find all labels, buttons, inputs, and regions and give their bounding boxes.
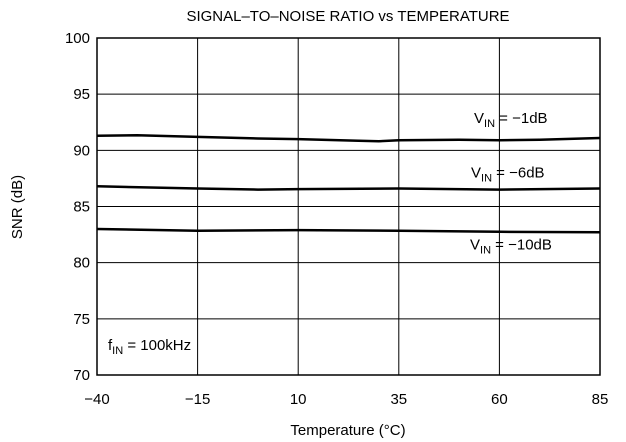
y-tick-label: 95 bbox=[73, 86, 90, 103]
x-tick-label: 35 bbox=[390, 391, 407, 408]
y-tick-label: 90 bbox=[73, 142, 90, 159]
y-tick-label: 70 bbox=[73, 367, 90, 384]
y-tick-label: 100 bbox=[65, 30, 90, 47]
y-tick-label: 85 bbox=[73, 199, 90, 216]
x-tick-label: 60 bbox=[491, 391, 508, 408]
series-label: VIN = −1dB bbox=[474, 110, 548, 130]
x-tick-label: −15 bbox=[185, 391, 210, 408]
y-tick-label: 75 bbox=[73, 311, 90, 328]
y-tick-labels: 70 75 80 85 90 95 100 bbox=[65, 30, 90, 384]
x-tick-label: 10 bbox=[290, 391, 307, 408]
series-label: VIN = −6dB bbox=[471, 165, 545, 185]
x-tick-label: −40 bbox=[84, 391, 109, 408]
series-line bbox=[96, 185, 601, 191]
annotation-subscript: IN bbox=[112, 345, 123, 357]
chart-title: SIGNAL–TO–NOISE RATIO vs TEMPERATURE bbox=[186, 8, 509, 25]
input-frequency-annotation: fIN = 100kHz bbox=[108, 337, 191, 357]
x-axis-label: Temperature (°C) bbox=[290, 422, 405, 439]
annotation-main: f bbox=[108, 337, 113, 354]
plot-frame bbox=[96, 37, 601, 376]
y-tick-label: 80 bbox=[73, 255, 90, 272]
series-line bbox=[96, 227, 601, 234]
data-series bbox=[96, 133, 601, 234]
series-labels: VIN = −1dB VIN = −6dB VIN = −10dB bbox=[470, 110, 552, 256]
x-tick-labels: −40 −15 10 35 60 85 bbox=[84, 391, 608, 408]
annotation-rest: = 100kHz bbox=[123, 337, 191, 354]
series-label: VIN = −10dB bbox=[470, 236, 552, 256]
grid-lines bbox=[97, 38, 600, 375]
y-axis-label: SNR (dB) bbox=[9, 175, 26, 239]
series-line bbox=[96, 133, 601, 143]
x-tick-label: 85 bbox=[592, 391, 609, 408]
